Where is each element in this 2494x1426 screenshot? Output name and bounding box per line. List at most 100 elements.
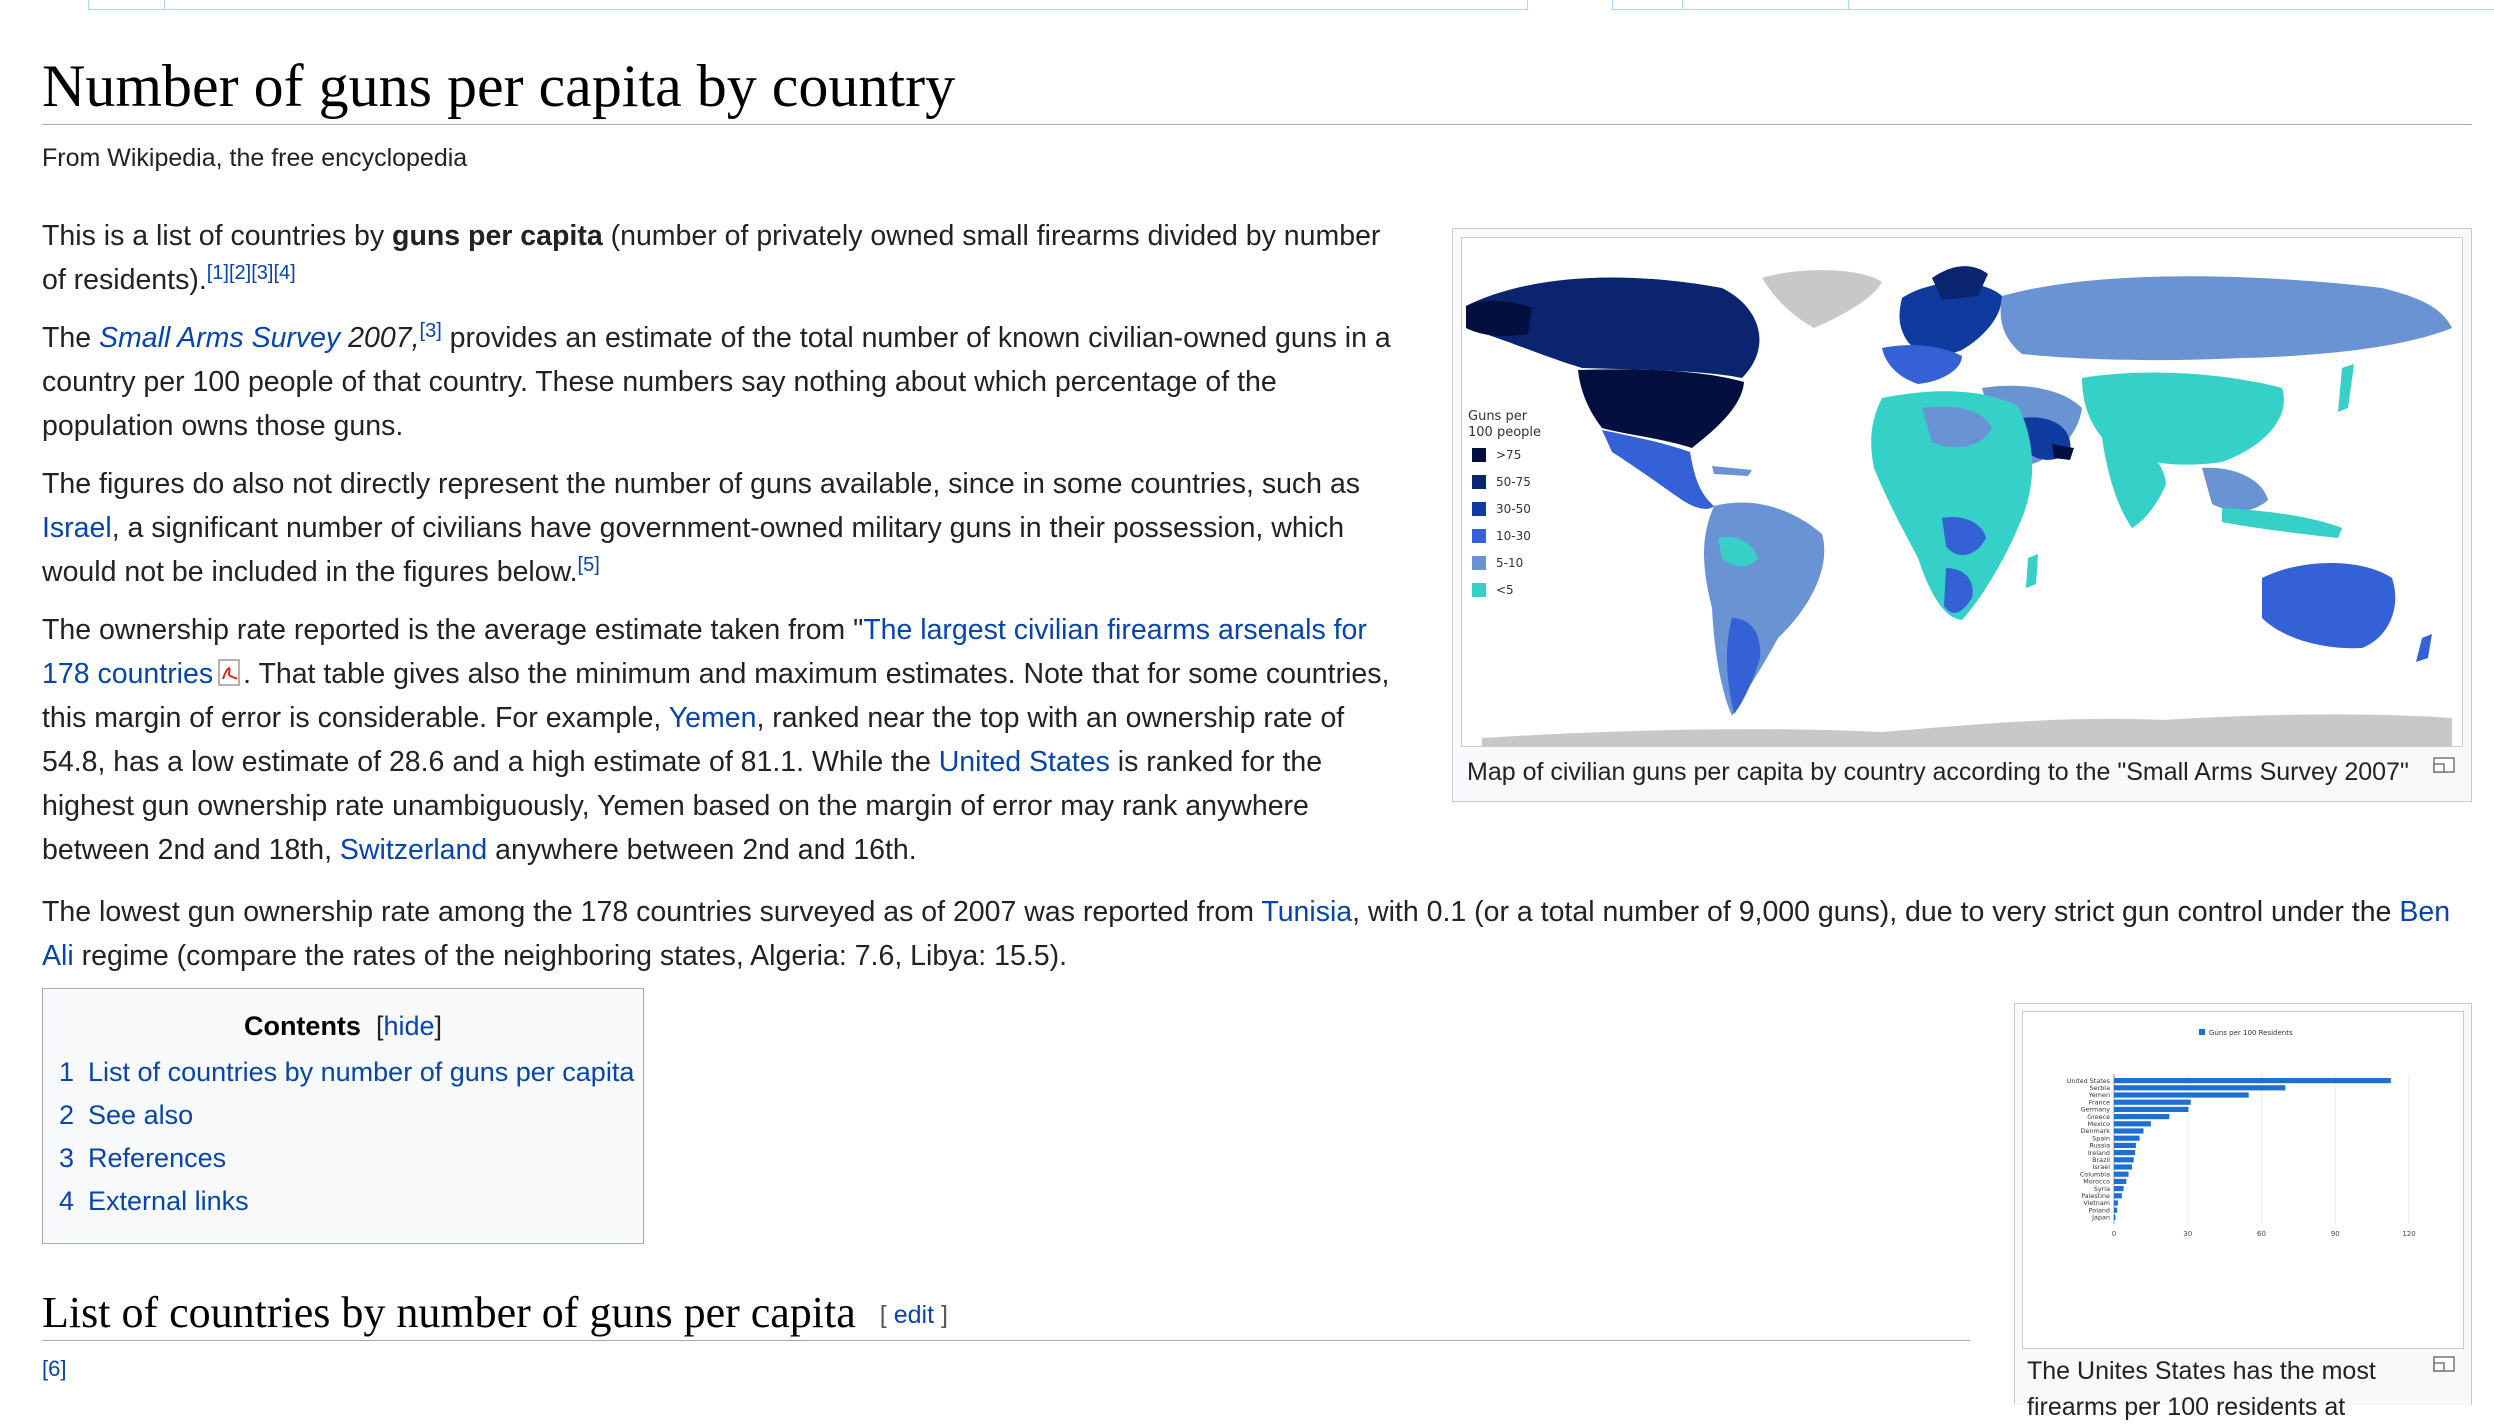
toc-item-number: 1 [59,1057,75,1087]
text: The figures do also not directly represe… [42,468,1361,500]
chart-category-label: Greece [2087,1113,2110,1121]
text: (number of privately owned small firearm… [42,220,1381,296]
reference-link[interactable]: [6] [42,1356,67,1381]
section-divider [42,1340,1970,1341]
text: The lowest gun ownership rate among the … [42,896,1262,928]
bar-chart-figure: Guns per 100 Residents 0 30 60 90 120 United S… [2014,1003,2472,1421]
chart-bar [2114,1150,2136,1156]
chart-bar [2114,1092,2249,1098]
reference-link[interactable]: [3] [251,262,274,284]
chart-bar [2114,1106,2189,1112]
chart-category-label: Syria [2094,1185,2110,1193]
intro-paragraph-1: This is a list of countries by guns per … [42,214,1412,302]
united-states-link[interactable]: United States [938,746,1110,778]
edit-bracket: [ [879,1301,887,1329]
firearms-arsenals-pdf-link[interactable]: The largest civilian firearms arsenals f… [42,614,1367,690]
section-edit: [ edit ] [880,1301,948,1329]
text: provides an estimate of the total number… [42,322,1391,442]
left-tab-bar [88,0,1528,10]
chart-bar [2114,1135,2140,1141]
enlarge-icon[interactable] [2433,1356,2455,1372]
text: regime (compare the rates of the neighbo… [73,940,1067,972]
text: The [42,322,100,354]
legend-swatch [1472,475,1486,489]
toc-item[interactable]: 3 References [59,1137,634,1180]
switzerland-link[interactable]: Switzerland [339,834,488,866]
legend-label: 10-30 [1496,529,1531,543]
map-figure: Guns per 100 people >75 50-75 30-50 10-3… [1452,228,2472,802]
enlarge-icon[interactable] [2433,757,2455,773]
reference-link[interactable]: [5] [577,554,600,576]
chart-bar [2114,1114,2170,1120]
chart-category-label: Yemen [2088,1091,2110,1099]
bold-term: guns per capita [392,220,603,252]
chart-bar [2114,1128,2144,1134]
link-label: Small Arms Survey [99,322,341,354]
intro-text: This is a list of countries by guns per … [42,214,1412,886]
chart-bar [2114,1207,2118,1213]
chart-x-tick-label: 30 [2183,1230,2192,1238]
chart-category-label: Japan [2091,1214,2110,1222]
section-heading-text: List of countries by number of guns per … [42,1288,856,1337]
chart-category-label: Ireland [2088,1149,2110,1157]
chart-bar [2114,1142,2136,1148]
legend-label: 50-75 [1496,475,1531,489]
reference-link[interactable]: [1] [206,262,229,284]
toc-item-number: 2 [59,1100,75,1130]
chart-bar [2114,1121,2151,1127]
chart-x-tick-label: 60 [2257,1230,2266,1238]
chart-bar [2114,1099,2191,1105]
chart-bar [2114,1214,2116,1220]
toc-item-link[interactable]: List of countries by number of guns per … [88,1057,635,1087]
toc-item[interactable]: 2 See also [59,1094,634,1137]
toc-hide-toggle[interactable]: hide [383,1011,435,1041]
map-legend-title-1: Guns per [1468,409,1528,424]
chart-bar [2114,1164,2132,1170]
title-divider [42,124,2472,125]
legend-swatch [1472,529,1486,543]
chart-x-tick-label: 0 [2112,1230,2116,1238]
toc-item-link[interactable]: See also [88,1100,194,1130]
israel-link[interactable]: Israel [42,512,112,544]
chart-category-label: United States [2067,1077,2111,1085]
world-map-graphic: Guns per 100 people >75 50-75 30-50 10-3… [1462,238,2462,746]
chart-bar [2114,1085,2286,1091]
toc-item-link[interactable]: References [88,1143,227,1173]
pdf-icon [218,659,240,686]
toc-item-link[interactable]: External links [88,1186,249,1216]
legend-swatch [1472,502,1486,516]
chart-category-label: Columbia [2080,1170,2110,1178]
text: . That table gives also the minimum and … [42,658,1390,734]
text: This is a list of countries by [42,220,393,252]
reference-link[interactable]: [4] [273,262,296,284]
bar-chart-graphic: Guns per 100 Residents 0 30 60 90 120 United S… [2067,1029,2416,1238]
legend-swatch [1472,448,1486,462]
toc-bracket: ] [434,1011,443,1041]
legend-swatch [1472,556,1486,570]
section-edit-link[interactable]: edit [893,1301,935,1329]
chart-legend-label: Guns per 100 Residents [2209,1029,2293,1037]
tunisia-link[interactable]: Tunisia [1261,896,1353,928]
reference-group: [1][2][3][4] [207,262,296,284]
chart-category-label: Palestine [2081,1192,2110,1200]
chart-category-label: Mexico [2088,1120,2110,1128]
legend-label: 30-50 [1496,502,1531,516]
bar-chart-caption-line-1: The Unites States has the most [2027,1357,2376,1385]
bar-chart-image[interactable]: Guns per 100 Residents 0 30 60 90 120 United S… [2022,1011,2464,1349]
ben-ali-link[interactable]: Ben Ali [42,896,2451,972]
reference-link[interactable]: [2] [229,262,252,284]
chart-bar [2114,1171,2129,1177]
section-heading: List of countries by number of guns per … [42,1285,948,1343]
text: The ownership rate reported is the avera… [42,614,864,646]
legend-swatch [1472,583,1486,597]
text: , a significant number of civilians have… [42,512,1345,588]
small-arms-survey-link[interactable]: Small Arms Survey [99,322,340,354]
yemen-link[interactable]: Yemen [668,702,757,734]
chart-category-label: Israel [2093,1163,2111,1171]
toc-item[interactable]: 1 List of countries by number of guns per… [59,1051,634,1094]
toc-item-number: 3 [59,1143,75,1173]
toc-item[interactable]: 4 External links [59,1180,634,1223]
intro-paragraph-2: The Small Arms Survey 2007,[3] provides … [42,316,1412,448]
reference-link[interactable]: [3] [419,320,442,342]
world-map-image[interactable]: Guns per 100 people >75 50-75 30-50 10-3… [1461,237,2463,747]
